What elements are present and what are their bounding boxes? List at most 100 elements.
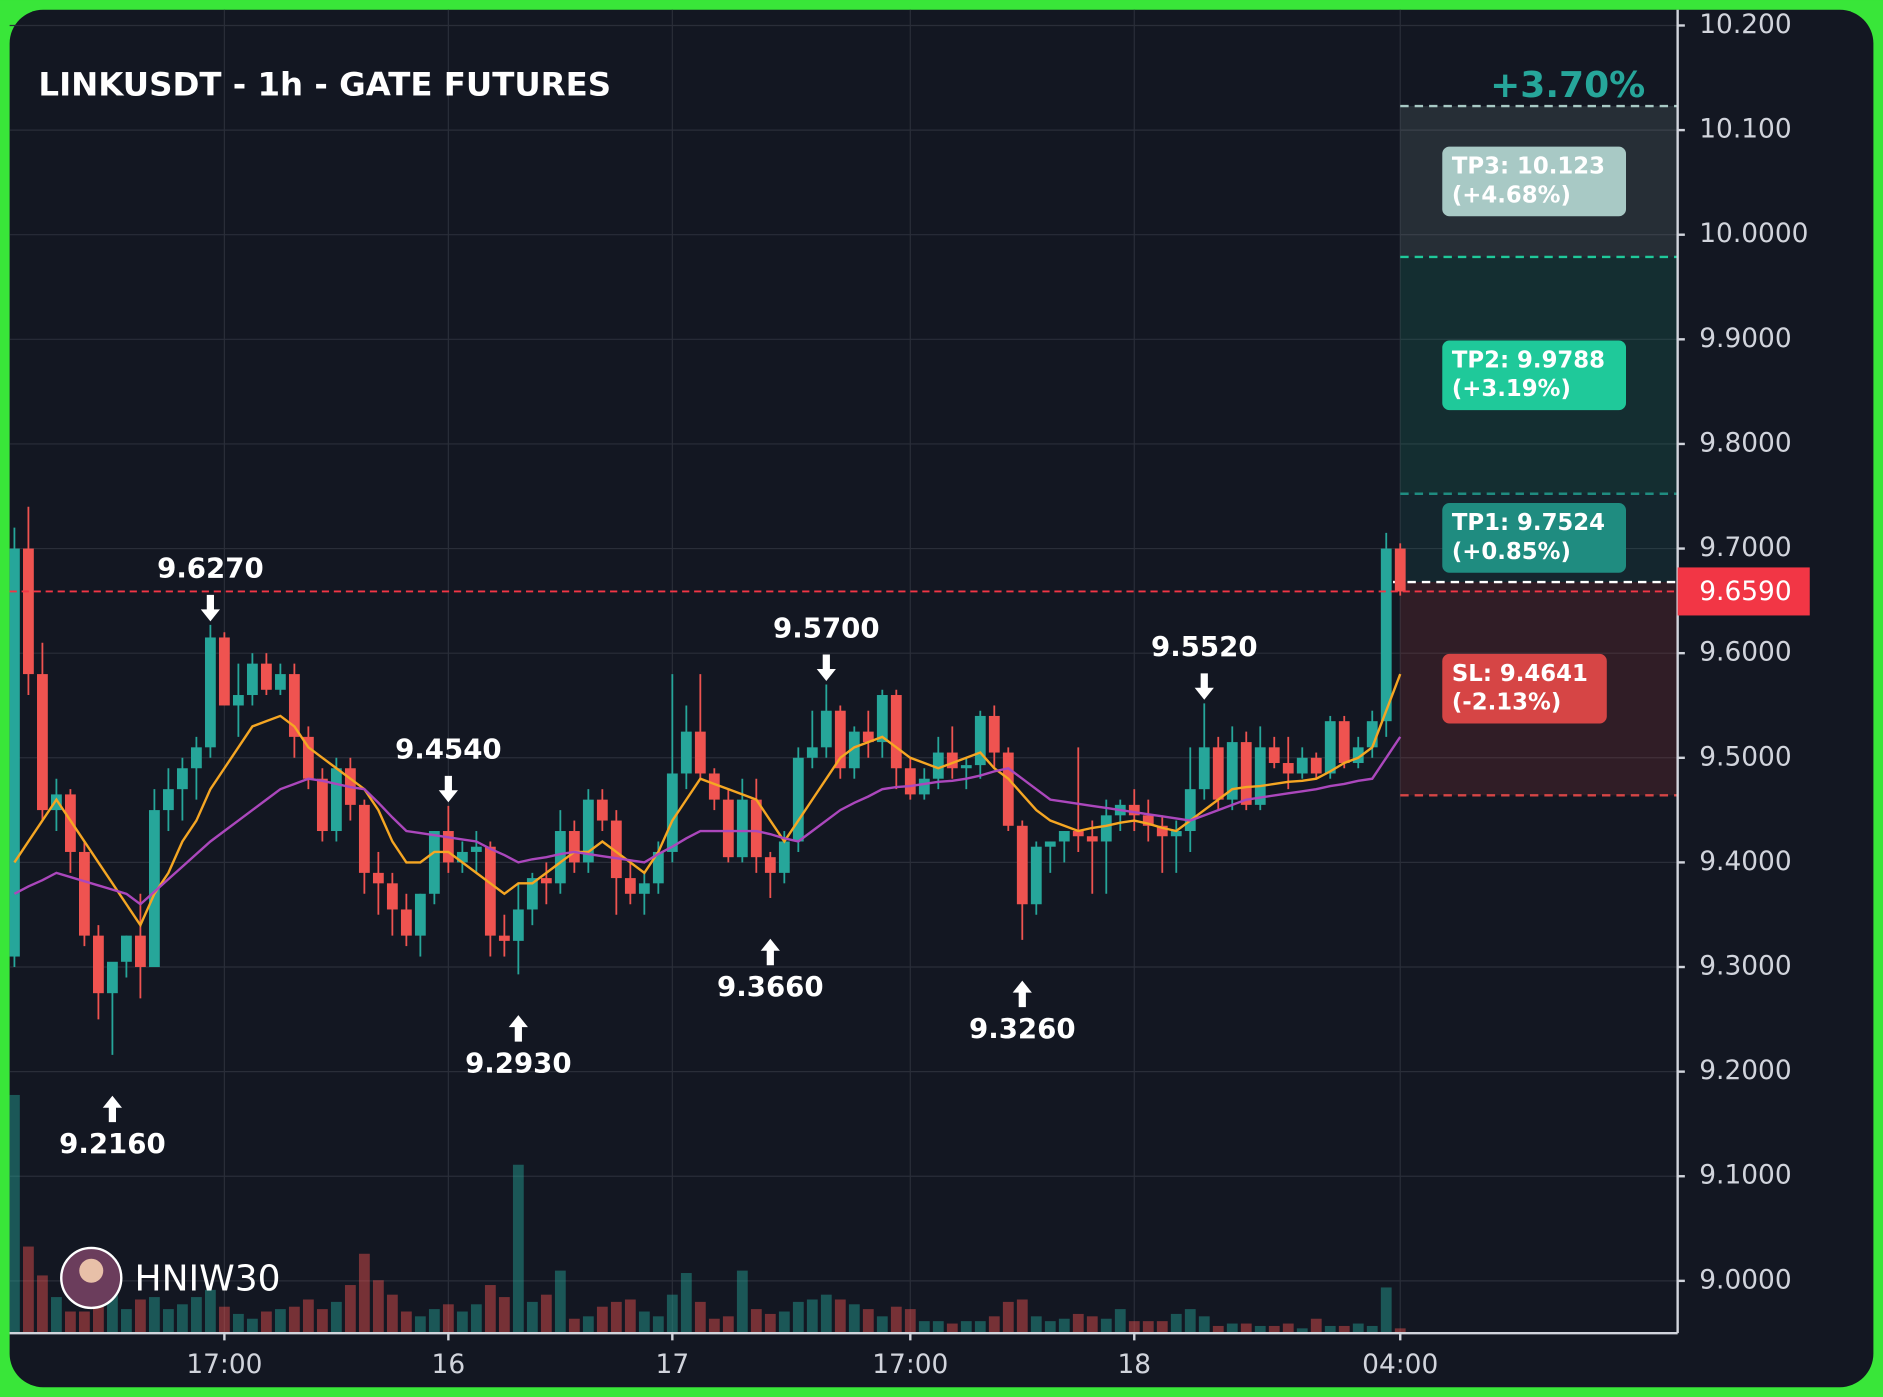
y-tick-label: 9.9000 bbox=[1699, 323, 1791, 354]
volume-bar bbox=[666, 1294, 678, 1334]
candle-body bbox=[876, 695, 888, 743]
annotation-arrow bbox=[438, 775, 458, 803]
candle-body bbox=[540, 878, 552, 884]
stop-label: SL: 9.4641 bbox=[1452, 661, 1588, 687]
candle-body bbox=[666, 773, 678, 852]
volume-bar bbox=[1394, 1328, 1406, 1334]
target-pct: (+3.19%) bbox=[1452, 376, 1571, 402]
candle-body bbox=[302, 736, 314, 779]
volume-bar bbox=[778, 1311, 790, 1334]
volume-bar bbox=[162, 1309, 174, 1334]
volume-bar bbox=[736, 1270, 748, 1334]
volume-bar bbox=[848, 1304, 860, 1334]
volume-bar bbox=[526, 1301, 538, 1334]
annotation-arrow bbox=[102, 1095, 123, 1123]
volume-bar bbox=[330, 1301, 342, 1334]
y-tick-label: 10.0000 bbox=[1699, 218, 1808, 249]
volume-bar bbox=[1016, 1299, 1028, 1334]
candle-body bbox=[1058, 831, 1070, 842]
volume-bar bbox=[274, 1309, 286, 1334]
volume-bar bbox=[372, 1280, 384, 1334]
candle-body bbox=[1310, 757, 1322, 774]
volume-bar bbox=[568, 1318, 580, 1334]
ma-layer bbox=[13, 673, 1402, 928]
x-tick-label: 17:00 bbox=[872, 1349, 948, 1380]
x-tick-label: 17 bbox=[656, 1349, 690, 1380]
candle-body bbox=[512, 909, 524, 941]
candle-body bbox=[932, 752, 944, 779]
panel bbox=[9, 9, 1874, 1388]
candle-body bbox=[386, 883, 398, 910]
candle-body bbox=[484, 846, 496, 936]
y-tick-label: 9.8000 bbox=[1699, 427, 1791, 458]
volume-bar bbox=[540, 1294, 552, 1334]
volume-bar bbox=[106, 1294, 118, 1334]
candle-body bbox=[1156, 825, 1168, 837]
annotation-arrow bbox=[200, 594, 220, 622]
candle-body bbox=[638, 883, 650, 894]
candle-layer bbox=[9, 506, 1406, 1055]
y-tick-label: 9.7000 bbox=[1699, 532, 1791, 563]
candle-body bbox=[1128, 804, 1140, 816]
y-tick-label: 10.100 bbox=[1699, 114, 1791, 145]
candle-body bbox=[260, 663, 272, 690]
volume-bar bbox=[1226, 1323, 1238, 1334]
annotation-arrow bbox=[816, 654, 836, 681]
volume-bar bbox=[1072, 1313, 1084, 1334]
candle-body bbox=[680, 731, 692, 774]
volume-bar bbox=[51, 1297, 62, 1334]
volume-bar bbox=[694, 1301, 706, 1334]
volume-bar bbox=[1352, 1323, 1364, 1334]
candle-body bbox=[162, 789, 174, 811]
volume-bar bbox=[1338, 1325, 1350, 1334]
volume-bar bbox=[23, 1246, 34, 1334]
candle-body bbox=[134, 935, 146, 968]
candle-body bbox=[414, 893, 426, 936]
candle-body bbox=[1002, 752, 1014, 826]
candle-body bbox=[736, 799, 748, 858]
volume-bar bbox=[1184, 1309, 1196, 1334]
candle-body bbox=[1086, 836, 1098, 842]
price-box bbox=[1677, 567, 1810, 616]
volume-bar bbox=[232, 1313, 244, 1334]
volume-bar bbox=[260, 1311, 272, 1334]
candle-body bbox=[568, 831, 580, 863]
volume-bar bbox=[1240, 1323, 1252, 1334]
volume-bar bbox=[610, 1301, 622, 1334]
volume-bar bbox=[638, 1311, 650, 1334]
volume-bar bbox=[358, 1253, 370, 1334]
annotation-label: 9.5700 bbox=[773, 611, 880, 644]
candle-body bbox=[1282, 763, 1294, 774]
axes: 9.0000 9.1000 9.2000 9.3000 9.4000 9.5000 9.60… bbox=[9, 9, 1810, 1380]
volume-bar bbox=[1002, 1301, 1014, 1334]
candle-body bbox=[582, 799, 594, 863]
volume-bar bbox=[246, 1318, 258, 1334]
candle-body bbox=[834, 710, 846, 769]
target-box bbox=[1442, 340, 1627, 411]
candle-body bbox=[1170, 831, 1182, 837]
volume-bar bbox=[1268, 1325, 1280, 1334]
volume-bar bbox=[862, 1309, 874, 1334]
volume-bar bbox=[428, 1309, 440, 1334]
candle-body bbox=[190, 747, 202, 769]
annotation-arrow bbox=[1194, 673, 1214, 700]
candle-body bbox=[862, 731, 874, 743]
volume-bar bbox=[792, 1301, 804, 1334]
volume-bar bbox=[890, 1306, 902, 1334]
ma-line bbox=[13, 736, 1402, 906]
volume-bar bbox=[1030, 1316, 1042, 1334]
candle-body bbox=[442, 831, 454, 863]
volume-bar bbox=[988, 1316, 1000, 1334]
volume-bar bbox=[1310, 1318, 1322, 1334]
candle-body bbox=[92, 935, 104, 994]
candle-body bbox=[610, 820, 622, 879]
volume-layer bbox=[9, 1094, 1406, 1334]
annotation-label: 9.3660 bbox=[717, 970, 824, 1003]
volume-bar bbox=[484, 1285, 496, 1334]
volume-bar bbox=[1198, 1316, 1210, 1334]
volume-bar bbox=[1324, 1325, 1336, 1334]
candle-body bbox=[1338, 721, 1350, 764]
target-label: TP2: 9.9788 bbox=[1452, 347, 1605, 373]
